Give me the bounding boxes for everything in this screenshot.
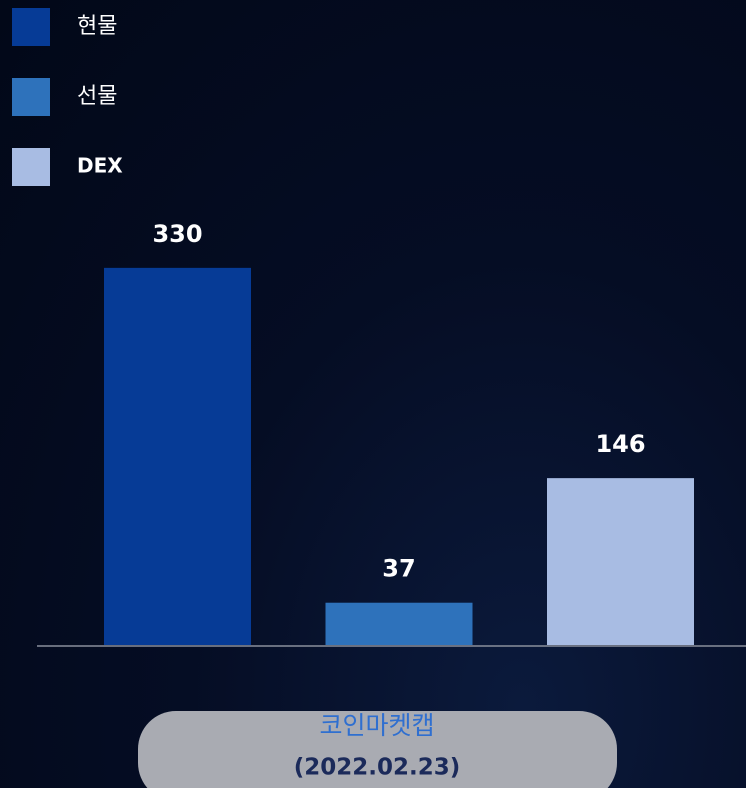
value-label: 146: [595, 430, 645, 458]
legend-label: DEX: [77, 154, 123, 178]
legend-swatch: [12, 8, 50, 46]
value-label: 330: [152, 220, 202, 248]
bar: [325, 602, 473, 645]
legend-swatch: [12, 148, 50, 186]
value-label: 37: [382, 555, 415, 583]
category-label: (2022.02.23): [294, 755, 461, 781]
category-pill: [138, 711, 617, 788]
category-label: 코인마켓캡: [319, 711, 434, 740]
legend-label: 현물: [77, 14, 117, 39]
legend-label: 선물: [77, 84, 117, 109]
legend-swatch: [12, 78, 50, 116]
bar: [104, 267, 251, 645]
bar: [547, 478, 694, 645]
